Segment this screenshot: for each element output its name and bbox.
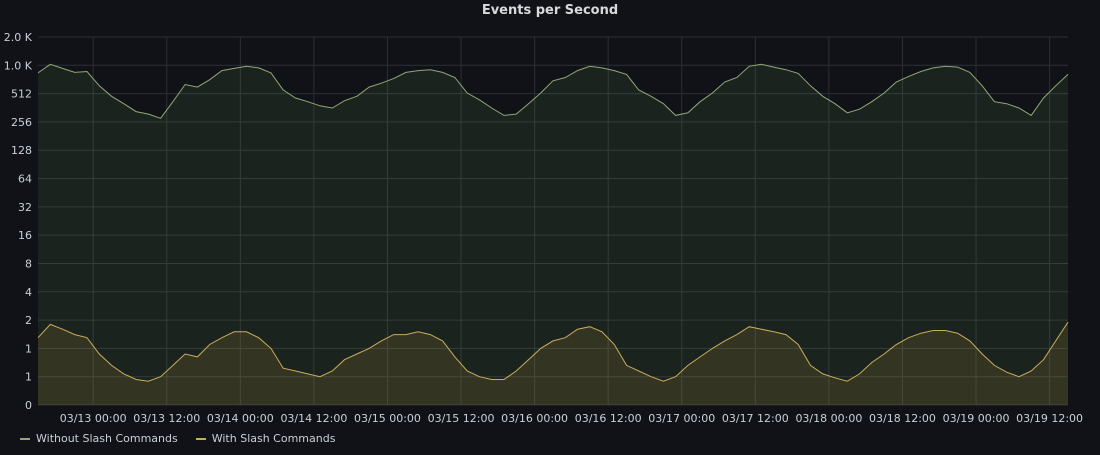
x-tick-label: 03/15 00:00 bbox=[354, 412, 421, 425]
y-tick-label: 0 bbox=[25, 399, 32, 412]
x-tick-label: 03/14 12:00 bbox=[280, 412, 347, 425]
x-tick-label: 03/17 00:00 bbox=[648, 412, 715, 425]
y-tick-label: 64 bbox=[18, 173, 32, 186]
y-tick-label: 1 bbox=[25, 371, 32, 384]
x-tick-label: 03/19 12:00 bbox=[1016, 412, 1083, 425]
legend-label-with: With Slash Commands bbox=[211, 432, 336, 445]
y-tick-label: 8 bbox=[25, 257, 32, 270]
legend-item-with-slash-commands[interactable]: With Slash Commands bbox=[195, 432, 336, 445]
x-tick-label: 03/13 12:00 bbox=[133, 412, 200, 425]
x-tick-label: 03/18 00:00 bbox=[795, 412, 862, 425]
x-tick-label: 03/13 00:00 bbox=[60, 412, 127, 425]
legend-item-without-slash-commands[interactable]: Without Slash Commands bbox=[20, 432, 178, 445]
y-tick-label: 4 bbox=[25, 286, 32, 299]
x-tick-label: 03/17 12:00 bbox=[722, 412, 789, 425]
x-tick-label: 03/15 12:00 bbox=[428, 412, 495, 425]
series-line-1 bbox=[37, 321, 1069, 382]
y-tick-label: 32 bbox=[18, 201, 32, 214]
legend-label-without: Without Slash Commands bbox=[36, 432, 178, 445]
y-tick-label: 1.0 K bbox=[4, 59, 33, 72]
series-line-0 bbox=[37, 63, 1069, 119]
x-tick-label: 03/19 00:00 bbox=[943, 412, 1010, 425]
chart-title: Events per Second bbox=[481, 3, 619, 18]
y-tick-label: 2.0 K bbox=[4, 31, 33, 44]
x-tick-label: 03/14 00:00 bbox=[207, 412, 274, 425]
x-tick-label: 03/18 12:00 bbox=[869, 412, 936, 425]
y-tick-label: 256 bbox=[11, 116, 32, 129]
y-tick-label: 16 bbox=[18, 229, 32, 242]
y-tick-label: 2 bbox=[25, 314, 32, 327]
series-area-1 bbox=[38, 322, 1068, 405]
y-tick-label: 128 bbox=[11, 144, 32, 157]
x-tick-label: 03/16 12:00 bbox=[575, 412, 642, 425]
legend-swatch-without bbox=[20, 437, 30, 440]
y-tick-label: 1 bbox=[25, 342, 32, 355]
chart-legend: Without Slash Commands With Slash Comman… bbox=[20, 432, 335, 445]
y-tick-label: 512 bbox=[11, 88, 32, 101]
legend-swatch-with bbox=[195, 437, 206, 440]
series-area-0 bbox=[38, 64, 1068, 406]
x-tick-label: 03/16 00:00 bbox=[501, 412, 568, 425]
